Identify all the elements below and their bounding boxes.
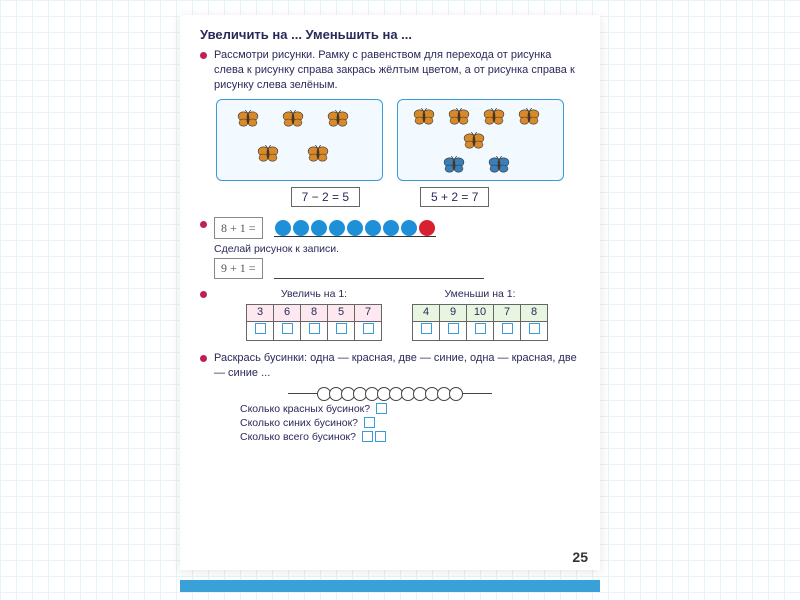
- equation-row: 7 − 2 = 5 5 + 2 = 7: [200, 187, 580, 207]
- equation-left: 7 − 2 = 5: [291, 187, 360, 207]
- bead-circle: [347, 220, 363, 236]
- butterfly-icon: [463, 132, 485, 150]
- left-table-title: Увеличь на 1:: [246, 287, 382, 301]
- butterfly-icon: [327, 110, 349, 128]
- task4-text: Раскрась бусинки: одна — красная, две — …: [200, 351, 580, 381]
- table-cell: 8: [521, 304, 548, 321]
- answer-cell: [440, 321, 467, 340]
- bottom-band: [180, 580, 600, 592]
- answer-box: [375, 431, 386, 442]
- table-pair: Увеличь на 1: 36857 Уменьши на 1: 491078: [214, 287, 580, 341]
- bead-circle: [383, 220, 399, 236]
- butterfly-icon: [518, 108, 540, 126]
- butterfly-icon: [488, 156, 510, 174]
- answer-cell: [355, 321, 382, 340]
- answer-cell: [521, 321, 548, 340]
- bead-circle: [293, 220, 309, 236]
- task2-row1: 8 + 1 =: [200, 217, 580, 239]
- butterfly-boxes: [200, 99, 580, 181]
- butterfly-icon: [282, 110, 304, 128]
- task1-text: Рассмотри рисунки. Рамку с равенством дл…: [200, 48, 580, 93]
- table-cell: 5: [328, 304, 355, 321]
- q2-text: Сколько синих бусинок?: [240, 417, 358, 429]
- butterfly-icon: [413, 108, 435, 126]
- right-table-wrap: Уменьши на 1: 491078: [412, 287, 548, 341]
- task2-caption: Сделай рисунок к записи.: [200, 243, 580, 255]
- bead-circle: [365, 220, 381, 236]
- q1: Сколько красных бусинок?: [200, 403, 580, 415]
- butterfly-box-right: [397, 99, 564, 181]
- butterfly-box-left: [216, 99, 383, 181]
- butterfly-icon: [237, 110, 259, 128]
- answer-cell: [467, 321, 494, 340]
- right-table: 491078: [412, 304, 548, 341]
- bead-circle: [401, 220, 417, 236]
- table-cell: 8: [301, 304, 328, 321]
- page-number: 25: [572, 549, 588, 565]
- table-cell: 10: [467, 304, 494, 321]
- answer-cell: [494, 321, 521, 340]
- blank-line: [274, 268, 484, 279]
- q2: Сколько синих бусинок?: [200, 417, 580, 429]
- q3: Сколько всего бусинок?: [200, 431, 580, 443]
- bead-circle: [311, 220, 327, 236]
- answer-cell: [328, 321, 355, 340]
- answer-box: [362, 431, 373, 442]
- butterfly-icon: [443, 156, 465, 174]
- expr1-box: 8 + 1 =: [214, 217, 263, 239]
- workbook-page: Увеличить на ... Уменьшить на ... Рассмо…: [180, 15, 600, 570]
- bead-chain: [200, 387, 580, 401]
- page-title: Увеличить на ... Уменьшить на ...: [200, 27, 580, 42]
- bead-circle: [329, 220, 345, 236]
- left-table: 36857: [246, 304, 382, 341]
- expr2-box: 9 + 1 =: [214, 258, 263, 279]
- answer-box: [376, 403, 387, 414]
- left-table-wrap: Увеличь на 1: 36857: [246, 287, 382, 341]
- answer-cell: [247, 321, 274, 340]
- bead-circle: [419, 220, 435, 236]
- answer-cell: [413, 321, 440, 340]
- table-cell: 9: [440, 304, 467, 321]
- answer-cell: [301, 321, 328, 340]
- bead-circle: [275, 220, 291, 236]
- table-cell: 6: [274, 304, 301, 321]
- butterfly-icon: [448, 108, 470, 126]
- bead-row: [274, 220, 436, 237]
- table-cell: 4: [413, 304, 440, 321]
- butterfly-icon: [257, 145, 279, 163]
- q3-text: Сколько всего бусинок?: [240, 431, 356, 443]
- table-cell: 7: [355, 304, 382, 321]
- table-cell: 7: [494, 304, 521, 321]
- q1-text: Сколько красных бусинок?: [240, 403, 370, 415]
- butterfly-icon: [307, 145, 329, 163]
- table-cell: 3: [247, 304, 274, 321]
- butterfly-icon: [483, 108, 505, 126]
- right-table-title: Уменьши на 1:: [412, 287, 548, 301]
- task2-row2: 9 + 1 =: [200, 258, 580, 279]
- chain-bead: [449, 387, 463, 401]
- answer-cell: [274, 321, 301, 340]
- task3: Увеличь на 1: 36857 Уменьши на 1: 491078: [200, 287, 580, 341]
- equation-right: 5 + 2 = 7: [420, 187, 489, 207]
- answer-box: [364, 417, 375, 428]
